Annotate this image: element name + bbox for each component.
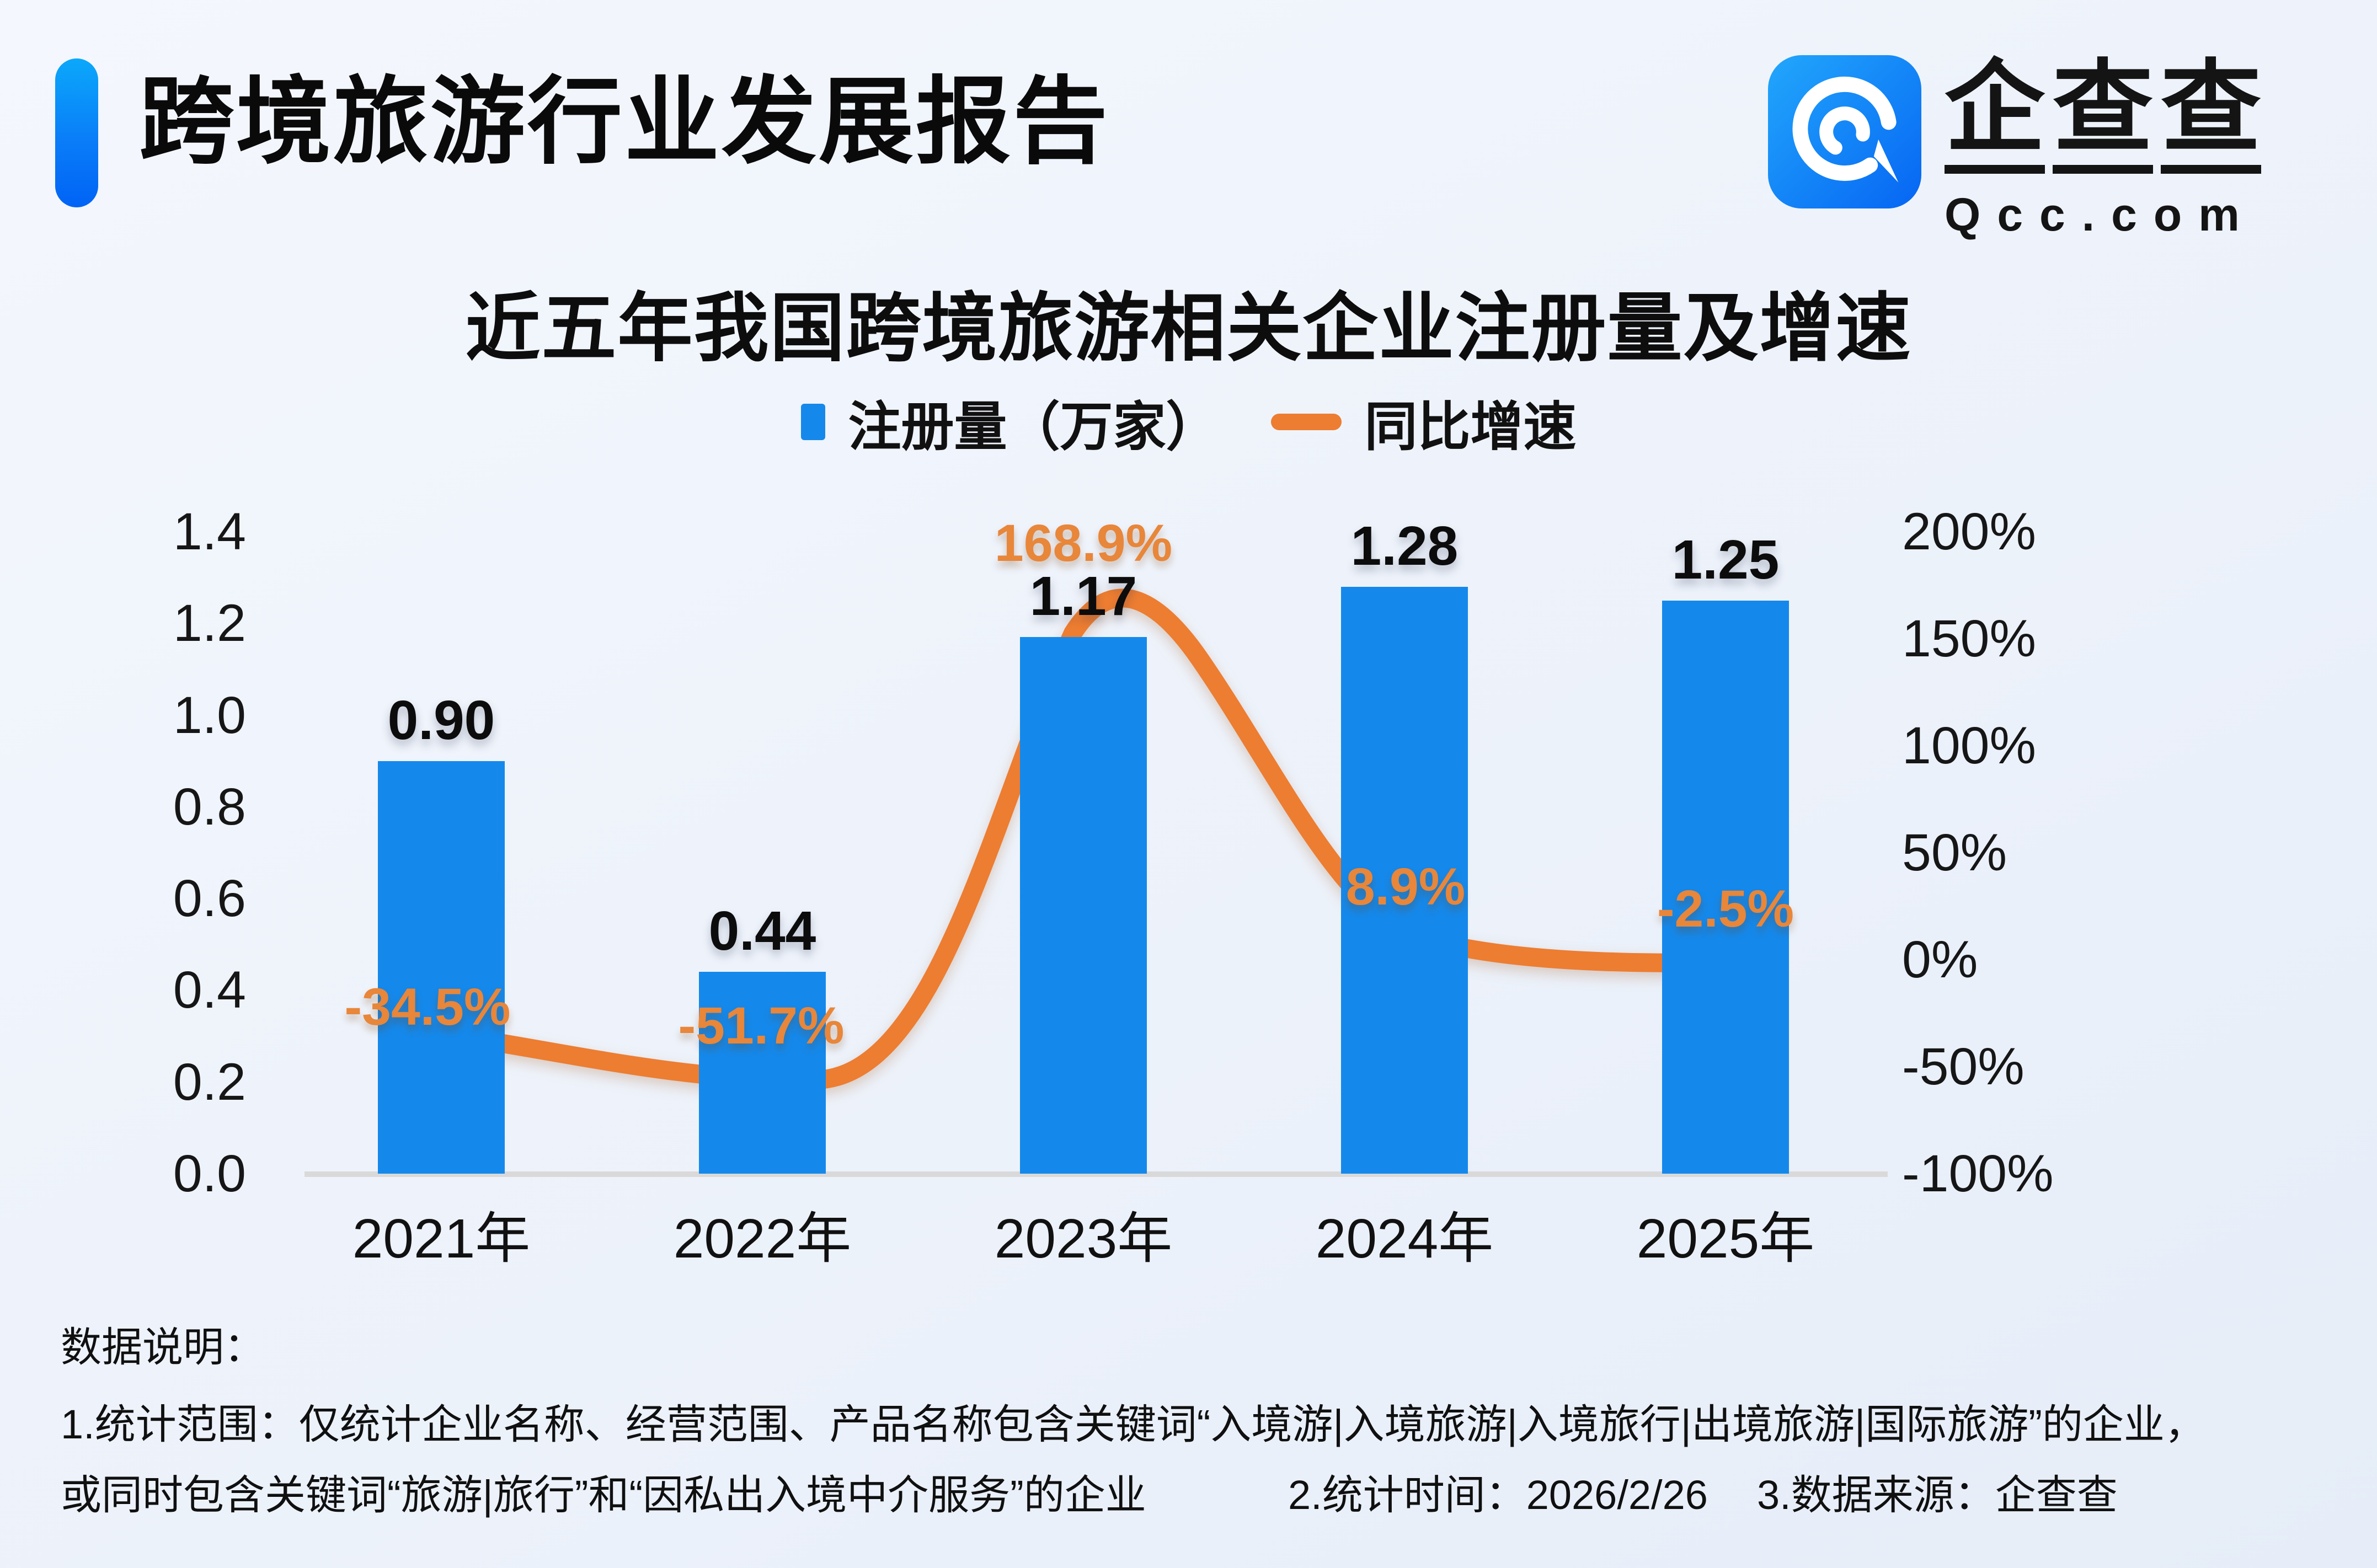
line-legend-label: 同比增速 bbox=[1364, 397, 1577, 457]
notes-data-source: 3.数据来源：企查查 bbox=[1757, 1472, 2118, 1518]
bar-value-label: 1.17 bbox=[1029, 565, 1137, 628]
x-axis-label: 2025年 bbox=[1636, 1208, 1815, 1270]
growth-value-label: -51.7% bbox=[678, 997, 845, 1055]
bar-value-label: 1.25 bbox=[1671, 528, 1780, 591]
page-title: 跨境旅游行业发展报告 bbox=[139, 69, 1110, 175]
left-axis-tick: 0.6 bbox=[173, 869, 246, 928]
bar-legend-swatch bbox=[800, 404, 825, 440]
qcc-logo-domain: Qcc.com bbox=[1945, 189, 2256, 241]
left-axis-tick: 0.2 bbox=[173, 1052, 246, 1111]
qcc-logo-icon bbox=[1768, 55, 1921, 208]
chart-title: 近五年我国跨境旅游相关企业注册量及增速 bbox=[465, 286, 1912, 370]
growth-value-label: -2.5% bbox=[1657, 880, 1794, 938]
qcc-logo-text: 企 查 查 Qcc.com bbox=[1945, 55, 2261, 242]
registration-bar bbox=[1662, 600, 1789, 1174]
qcc-logo-name: 企 查 查 bbox=[1945, 55, 2261, 174]
registration-bar bbox=[378, 761, 505, 1174]
left-axis-tick: 1.2 bbox=[173, 594, 246, 653]
bar-value-label: 1.28 bbox=[1350, 515, 1459, 577]
notes-heading: 数据说明： bbox=[61, 1324, 265, 1370]
left-axis-tick: 1.0 bbox=[173, 686, 246, 745]
growth-value-label: 168.9% bbox=[994, 514, 1173, 572]
right-axis-tick: 150% bbox=[1902, 609, 2036, 668]
logo-char: 查 bbox=[2053, 55, 2153, 174]
right-axis-tick: 0% bbox=[1902, 930, 1978, 989]
left-axis-tick: 0.8 bbox=[173, 777, 246, 836]
right-axis-tick: 100% bbox=[1902, 716, 2036, 775]
notes-last-line: 或同时包含关键词“旅游|旅行”和“因私出入境中介服务”的企业 2.统计时间：20… bbox=[61, 1471, 2322, 1519]
registration-bar bbox=[699, 972, 826, 1174]
logo-char: 查 bbox=[2161, 55, 2261, 174]
x-axis-baseline bbox=[305, 1171, 1888, 1177]
bar-legend-label: 注册量（万家） bbox=[848, 397, 1219, 457]
bar-value-label: 0.90 bbox=[387, 689, 495, 751]
right-axis-tick: -50% bbox=[1902, 1037, 2025, 1096]
logo-char: 企 bbox=[1945, 55, 2045, 174]
notes-scope-line1: 1.统计范围：仅统计企业名称、经营范围、产品名称包含关键词“入境游|入境旅游|入… bbox=[61, 1401, 2205, 1447]
right-axis-tick: 200% bbox=[1902, 502, 2036, 561]
x-axis-label: 2024年 bbox=[1315, 1208, 1494, 1270]
x-axis-label: 2023年 bbox=[994, 1208, 1173, 1270]
right-axis-tick: -100% bbox=[1902, 1144, 2054, 1203]
registration-bar bbox=[1020, 637, 1147, 1174]
right-axis-tick: 50% bbox=[1902, 823, 2007, 882]
growth-value-label: -34.5% bbox=[344, 978, 511, 1036]
left-axis-tick: 1.4 bbox=[173, 502, 246, 561]
qcc-logo: 企 查 查 Qcc.com bbox=[1768, 55, 2261, 242]
title-accent-bar bbox=[55, 58, 98, 207]
growth-value-label: 8.9% bbox=[1345, 858, 1466, 916]
notes-scope-line2: 或同时包含关键词“旅游|旅行”和“因私出入境中介服务”的企业 bbox=[61, 1472, 1146, 1518]
bar-value-label: 0.44 bbox=[708, 900, 816, 962]
registration-bar bbox=[1341, 586, 1468, 1174]
x-axis-label: 2021年 bbox=[352, 1208, 531, 1270]
notes-stat-time: 2.统计时间：2026/2/26 bbox=[1288, 1472, 1708, 1518]
left-axis-tick: 0.0 bbox=[173, 1144, 246, 1203]
line-legend-dash bbox=[1270, 414, 1342, 430]
left-axis-tick: 0.4 bbox=[173, 961, 246, 1020]
chart-legend: 注册量（万家） 同比增速 bbox=[0, 386, 2377, 458]
x-axis-label: 2022年 bbox=[673, 1208, 852, 1270]
